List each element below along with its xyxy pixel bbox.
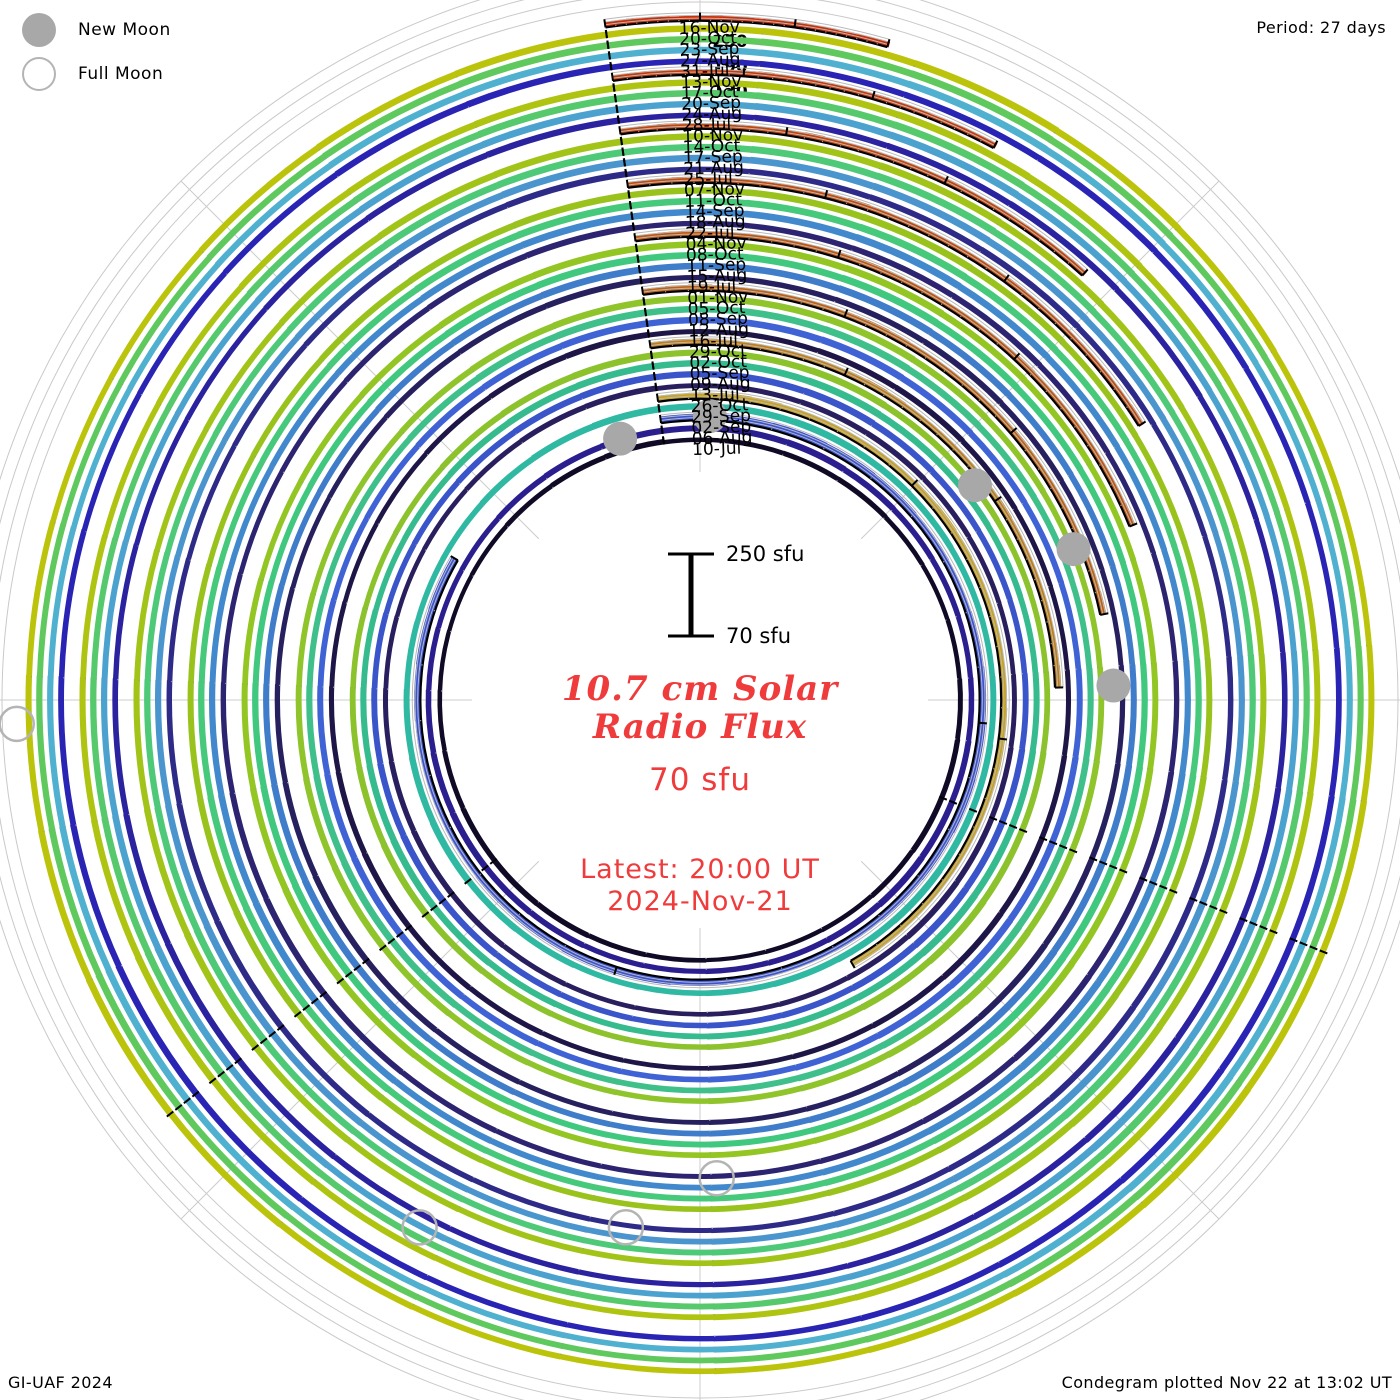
period-start-date-label: 05-Oct — [687, 298, 746, 320]
period-start-date-label: 07-Nov — [684, 179, 746, 201]
period-start-date-label: 05-Sep — [689, 363, 749, 385]
center-annotation: 250 sfu 70 sfu 10.7 cm Solar Radio Flux … — [430, 540, 970, 918]
period-start-date-label: 04-Nov — [685, 233, 747, 255]
moon-phase-legend: New Moon Full Moon — [22, 8, 171, 96]
period-start-date-label: 11-Sep — [686, 255, 746, 277]
period-start-date-label: 22-Jul — [685, 223, 735, 245]
scale-bar-top-label: 250 sfu — [726, 542, 804, 566]
amplitude-scale-bar: 250 sfu 70 sfu — [668, 542, 804, 648]
new-moon-icon — [22, 13, 56, 47]
period-start-date-label: 11-Oct — [684, 190, 743, 212]
period-start-date-label: 12-Aug — [688, 319, 749, 341]
period-start-date-label: 06-Aug — [691, 427, 752, 449]
period-start-date-label: 28-Jul — [682, 115, 732, 137]
period-start-date-label: 20-Oct — [679, 28, 738, 50]
period-start-date-label: 26-Oct — [690, 395, 749, 417]
scale-bar-bottom-label: 70 sfu — [726, 624, 791, 648]
credit-label: GI-UAF 2024 — [8, 1373, 113, 1392]
baseline-value: 70 sfu — [648, 762, 751, 798]
legend-item-full-moon: Full Moon — [22, 52, 171, 96]
period-start-date-label: 17-Sep — [683, 147, 743, 169]
period-start-date-label: 14-Oct — [682, 136, 741, 158]
period-start-date-label: 21-Aug — [683, 158, 744, 180]
period-start-date-label: 19-Jul — [687, 277, 737, 299]
period-start-date-label: 16-Nov — [679, 17, 741, 39]
full-moon-icon — [22, 57, 56, 91]
latest-date: 2024-Nov-21 — [607, 886, 793, 917]
period-start-date-label: 14-Sep — [684, 201, 744, 223]
period-start-date-label: 09-Aug — [690, 373, 751, 395]
new-moon-marker — [1056, 532, 1091, 567]
period-start-date-label: 08-Oct — [686, 244, 745, 266]
period-start-date-label: 29-Oct — [689, 341, 748, 363]
period-start-date-label: 13-Nov — [680, 71, 742, 93]
legend-label-full-moon: Full Moon — [78, 64, 164, 84]
latest-time: Latest: 20:00 UT — [580, 854, 820, 885]
period-start-date-label: 13-Jul — [690, 385, 740, 407]
period-start-date-label: 18-Aug — [685, 212, 746, 234]
legend-label-new-moon: New Moon — [78, 20, 171, 40]
period-start-date-label: 20-Sep — [681, 93, 741, 115]
full-moon-marker — [0, 705, 35, 743]
period-start-date-label: 16-Jul — [688, 331, 738, 353]
period-start-date-label: 01-Nov — [687, 287, 749, 309]
period-start-date-label: 27-Aug — [680, 50, 741, 72]
period-start-date-label: 15-Aug — [686, 266, 747, 288]
period-start-date-label: 02-Sep — [691, 417, 751, 439]
period-start-date-label: 29-Sep — [691, 406, 751, 428]
period-start-date-label: 02-Oct — [689, 352, 748, 374]
full-moon-marker — [607, 1209, 645, 1246]
period-start-date-label: 10-Nov — [682, 125, 744, 147]
full-moon-marker — [401, 1209, 438, 1246]
chart-title-line1: 10.7 cm Solar — [561, 669, 839, 709]
period-start-date-label: 10-Jul — [692, 439, 742, 461]
new-moon-marker — [1096, 668, 1131, 703]
period-start-date-label: 31-Jul — [680, 61, 730, 83]
period-start-date-label: 17-Oct — [681, 82, 740, 104]
period-start-date-label: 08-Sep — [688, 309, 748, 331]
new-moon-marker — [957, 468, 992, 503]
new-moon-marker — [692, 399, 727, 434]
period-label: Period: 27 days — [1256, 18, 1386, 37]
legend-item-new-moon: New Moon — [22, 8, 171, 52]
chart-title-line2: Radio Flux — [592, 707, 808, 747]
period-start-date-label: 24-Aug — [681, 104, 742, 126]
full-moon-marker — [698, 1159, 735, 1197]
plotted-timestamp: Condegram plotted Nov 22 at 13:02 UT — [1061, 1373, 1392, 1392]
period-start-date-label: 25-Jul — [683, 169, 733, 191]
new-moon-marker — [603, 421, 638, 456]
period-start-date-label: 23-Sep — [679, 39, 739, 61]
